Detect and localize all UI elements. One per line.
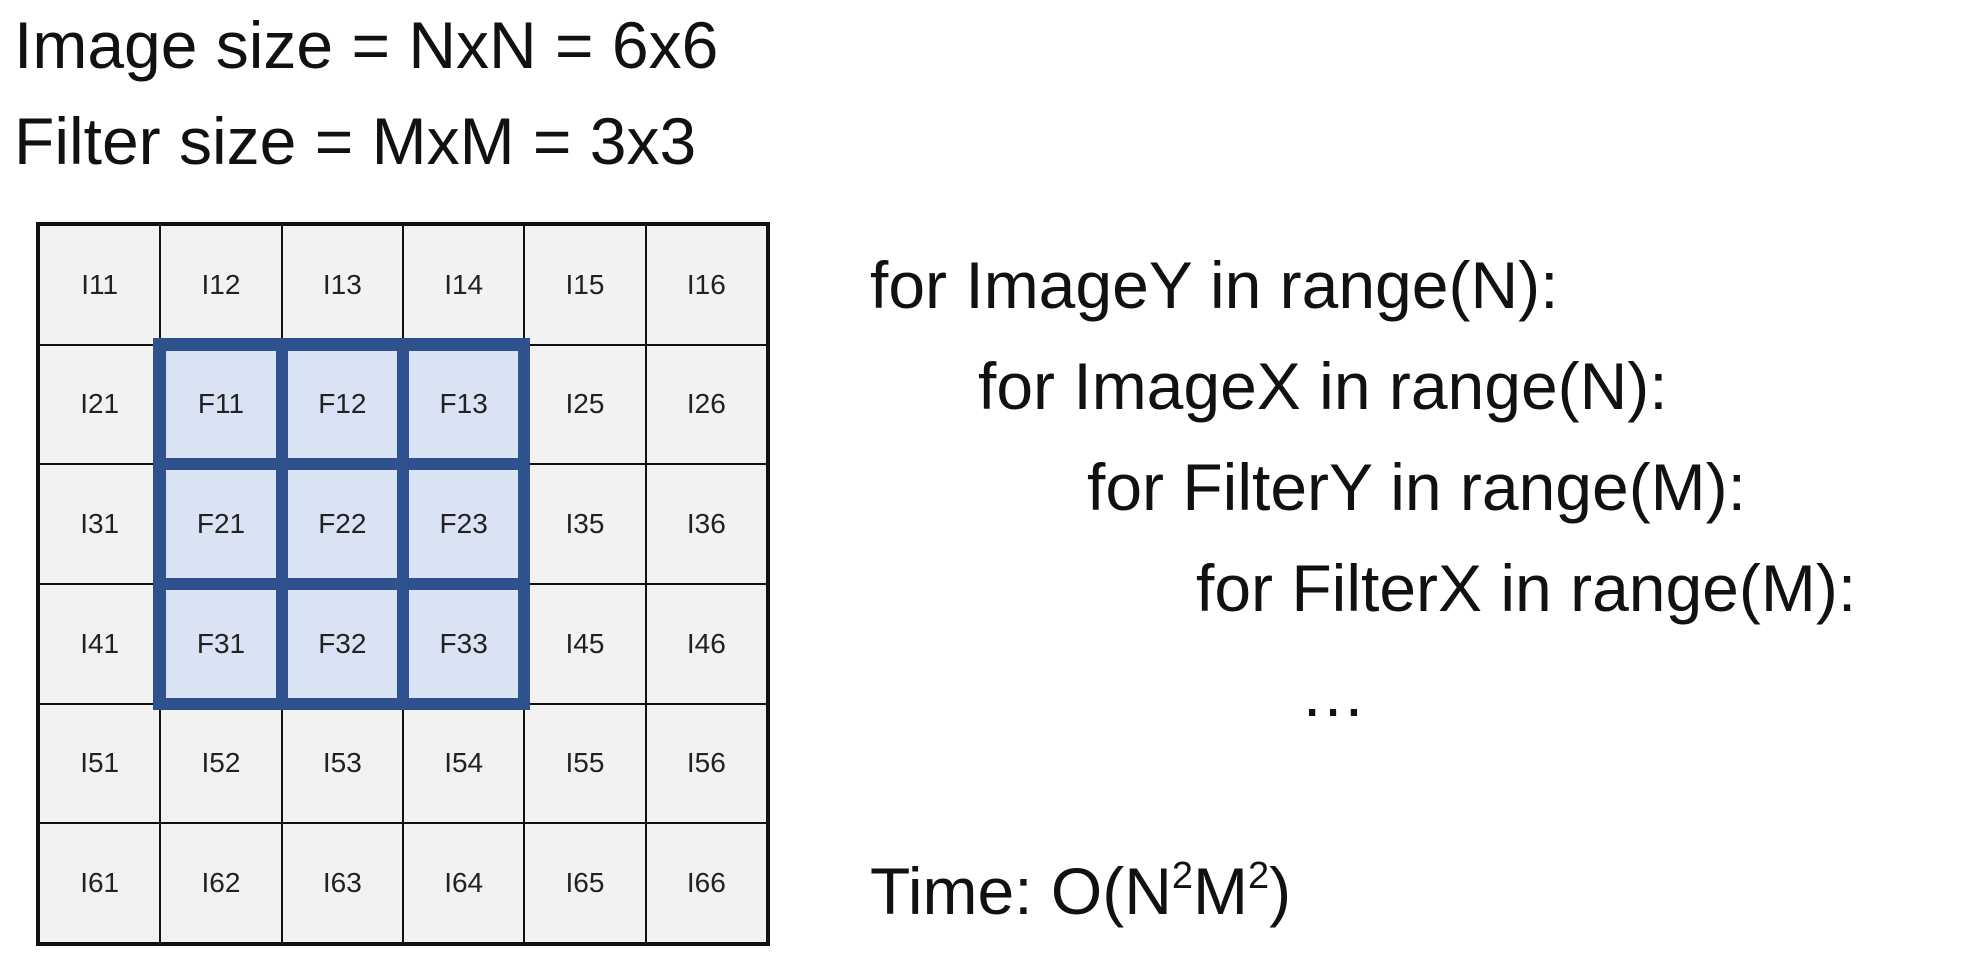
time-suffix: )	[1269, 854, 1292, 928]
image-cell: I51	[39, 703, 161, 824]
time-middle: M	[1193, 854, 1248, 928]
image-cell: I36	[645, 464, 767, 584]
image-cell: I45	[524, 583, 646, 704]
time-prefix: Time: O(N	[870, 854, 1172, 928]
image-cell: I56	[645, 703, 767, 824]
filter-cell: F23	[403, 464, 525, 584]
filter-cell: F12	[281, 344, 403, 465]
filter-cell: F21	[160, 464, 282, 584]
image-cell: I65	[524, 823, 646, 943]
time-complexity: Time: O(N2M2)	[870, 855, 1291, 924]
image-cell: I16	[645, 225, 767, 345]
image-cell: I53	[281, 703, 403, 824]
image-cell: I13	[281, 225, 403, 345]
filter-cell: F33	[403, 583, 525, 704]
filter-cell: F22	[281, 464, 403, 584]
image-size-label: Image size = NxN = 6x6	[14, 8, 719, 82]
image-cell: I46	[645, 583, 767, 704]
image-cell: I25	[524, 344, 646, 465]
image-cell: I62	[160, 823, 282, 943]
filter-size-label: Filter size = MxM = 3x3	[14, 104, 697, 178]
filter-cell: F13	[403, 344, 525, 465]
loop-filter-y: for FilterY in range(M):	[1087, 450, 1746, 524]
image-cell: I15	[524, 225, 646, 345]
time-exponent-m: 2	[1248, 855, 1270, 897]
image-cell: I64	[403, 823, 525, 943]
image-cell: I54	[403, 703, 525, 824]
image-cell: I26	[645, 344, 767, 465]
image-cell: I55	[524, 703, 646, 824]
filter-cell: F31	[160, 583, 282, 704]
image-cell: I52	[160, 703, 282, 824]
image-cell: I31	[39, 464, 161, 584]
image-grid: I11 I12 I13 I14 I15 I16 I21 F11 F12 F13 …	[36, 222, 770, 946]
loop-image-y: for ImageY in range(N):	[870, 248, 1559, 322]
image-cell: I14	[403, 225, 525, 345]
image-cell: I61	[39, 823, 161, 943]
image-cell: I66	[645, 823, 767, 943]
filter-cell: F32	[281, 583, 403, 704]
loop-body-ellipsis: …	[1300, 656, 1366, 730]
image-cell: I12	[160, 225, 282, 345]
time-exponent-n: 2	[1171, 855, 1194, 897]
image-cell: I41	[39, 583, 161, 704]
image-cell: I35	[524, 464, 646, 584]
image-cell: I21	[39, 344, 161, 465]
image-cell: I11	[39, 225, 161, 345]
loop-image-x: for ImageX in range(N):	[978, 349, 1668, 423]
loop-filter-x: for FilterX in range(M):	[1196, 551, 1857, 625]
image-cell: I63	[281, 823, 403, 943]
filter-cell: F11	[160, 344, 282, 465]
